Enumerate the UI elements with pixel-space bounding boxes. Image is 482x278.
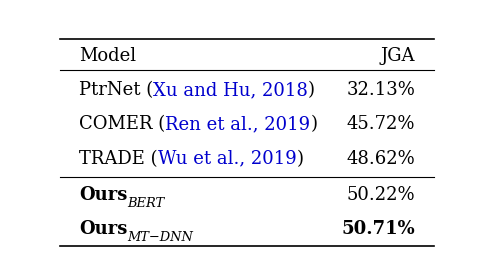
- Text: Ours: Ours: [79, 220, 127, 238]
- Text: PtrNet (: PtrNet (: [79, 81, 153, 99]
- Text: ): ): [310, 115, 317, 133]
- Text: Ren et al., 2019: Ren et al., 2019: [165, 115, 310, 133]
- Text: JGA: JGA: [381, 47, 415, 65]
- Text: Ours: Ours: [79, 186, 127, 204]
- Text: Xu and Hu, 2018: Xu and Hu, 2018: [153, 81, 308, 99]
- Text: 32.13%: 32.13%: [346, 81, 415, 99]
- Text: 50.22%: 50.22%: [347, 186, 415, 204]
- Text: MT−DNN: MT−DNN: [127, 231, 193, 244]
- Text: ): ): [296, 150, 303, 168]
- Text: COMER (: COMER (: [79, 115, 165, 133]
- Text: 50.71%: 50.71%: [341, 220, 415, 238]
- Text: BERT: BERT: [127, 197, 164, 210]
- Text: 45.72%: 45.72%: [347, 115, 415, 133]
- Text: Wu et al., 2019: Wu et al., 2019: [158, 150, 296, 168]
- Text: TRADE (: TRADE (: [79, 150, 158, 168]
- Text: Model: Model: [79, 47, 136, 65]
- Text: ): ): [308, 81, 315, 99]
- Text: 48.62%: 48.62%: [347, 150, 415, 168]
